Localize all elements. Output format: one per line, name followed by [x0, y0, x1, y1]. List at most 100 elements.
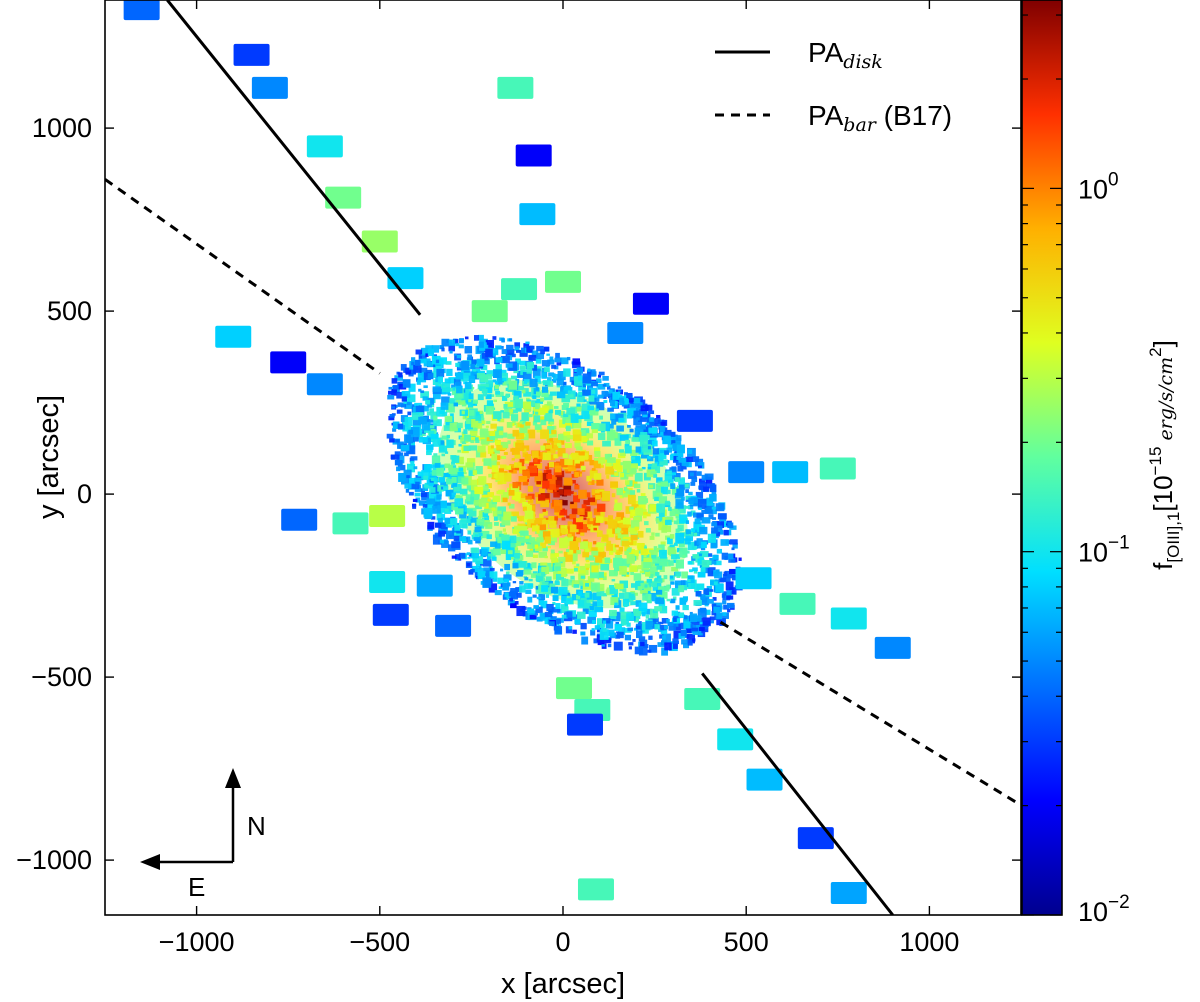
emission-pixel — [615, 517, 620, 521]
emission-pixel — [454, 525, 460, 531]
emission-pixel — [660, 450, 665, 454]
emission-pixel — [657, 503, 665, 512]
emission-pixel — [433, 386, 441, 392]
emission-pixel — [502, 378, 506, 381]
emission-pixel — [641, 405, 649, 411]
pointing-tile — [607, 322, 643, 344]
emission-pixel — [535, 545, 538, 549]
emission-pixel — [618, 534, 623, 538]
emission-pixel — [471, 553, 479, 558]
emission-pixel — [562, 500, 568, 505]
emission-pixel — [659, 550, 667, 559]
emission-pixel — [495, 391, 500, 395]
emission-pixel — [633, 398, 640, 403]
emission-pixel — [647, 579, 652, 583]
emission-pixel — [602, 534, 608, 541]
emission-pixel — [459, 467, 463, 471]
emission-pixel — [598, 457, 605, 463]
emission-pixel — [685, 457, 692, 462]
emission-pixel — [501, 535, 509, 541]
emission-pixel — [523, 402, 531, 409]
emission-pixel — [561, 579, 568, 587]
emission-pixel — [631, 535, 638, 541]
emission-pixel — [616, 426, 624, 432]
emission-pixel — [512, 458, 515, 461]
emission-pixel — [614, 499, 617, 502]
emission-pixel — [563, 453, 568, 458]
emission-pixel — [661, 482, 668, 487]
emission-pixel — [639, 603, 648, 611]
emission-pixel — [577, 612, 586, 619]
emission-pixel — [503, 412, 510, 419]
emission-pixel — [578, 490, 587, 499]
emission-pixel — [652, 463, 657, 467]
emission-pixel — [537, 597, 541, 599]
emission-pixel — [540, 613, 546, 619]
emission-pixel — [441, 339, 449, 347]
pointing-tile — [332, 512, 368, 534]
emission-pixel — [681, 580, 686, 585]
emission-pixel — [430, 425, 434, 428]
emission-pixel — [722, 612, 726, 616]
emission-pixel — [722, 600, 726, 604]
colorbar-tick-label: 10−2 — [1078, 892, 1130, 927]
emission-pixel — [532, 525, 540, 531]
emission-pixel — [642, 594, 648, 600]
emission-pixel — [664, 625, 668, 629]
emission-pixel — [495, 440, 501, 445]
emission-pixel — [486, 421, 490, 424]
emission-pixel — [451, 541, 460, 548]
emission-pixel — [552, 373, 556, 377]
emission-pixel — [518, 561, 527, 568]
emission-pixel — [647, 650, 651, 653]
emission-pixel — [594, 473, 602, 480]
emission-pixel — [449, 340, 455, 346]
emission-pixel — [612, 579, 616, 581]
emission-pixel — [559, 510, 567, 516]
emission-pixel — [608, 515, 613, 520]
emission-pixel — [455, 508, 463, 514]
emission-pixel — [647, 587, 651, 591]
emission-pixel — [566, 598, 573, 605]
emission-pixel — [405, 417, 413, 426]
emission-pixel — [593, 528, 597, 531]
emission-pixel — [513, 354, 516, 357]
pointing-tile — [234, 44, 270, 66]
emission-pixel — [452, 477, 457, 483]
emission-pixel — [684, 615, 687, 619]
emission-pixel — [722, 553, 728, 560]
emission-pixel — [482, 577, 491, 587]
emission-pixel — [493, 400, 497, 402]
emission-pixel — [690, 482, 695, 486]
emission-pixel — [712, 507, 716, 510]
emission-pixel — [476, 519, 484, 526]
emission-pixel — [668, 622, 674, 626]
emission-pixel — [567, 596, 570, 598]
emission-pixel — [598, 547, 603, 551]
emission-pixel — [676, 489, 684, 497]
emission-pixel — [524, 379, 529, 382]
emission-pixel — [457, 393, 462, 397]
emission-pixel — [652, 582, 657, 587]
emission-pixel — [549, 521, 557, 528]
emission-pixel — [624, 487, 627, 491]
emission-pixel — [654, 624, 659, 629]
emission-pixel — [627, 628, 633, 632]
emission-pixel — [497, 462, 500, 466]
emission-pixel — [555, 566, 561, 571]
emission-pixel — [535, 412, 538, 415]
emission-pixel — [523, 507, 527, 511]
emission-pixel — [474, 335, 479, 341]
emission-pixel — [557, 392, 565, 399]
emission-pixel — [559, 587, 568, 595]
emission-pixel — [462, 411, 465, 415]
emission-pixel — [494, 516, 498, 520]
emission-pixel — [408, 430, 413, 434]
emission-pixel — [466, 419, 471, 424]
emission-pixel — [658, 578, 663, 582]
emission-pixel — [699, 554, 702, 557]
y-tick-label: −500 — [31, 662, 92, 692]
emission-pixel — [454, 354, 457, 356]
emission-pixel — [688, 449, 693, 454]
emission-pixel — [603, 400, 607, 403]
